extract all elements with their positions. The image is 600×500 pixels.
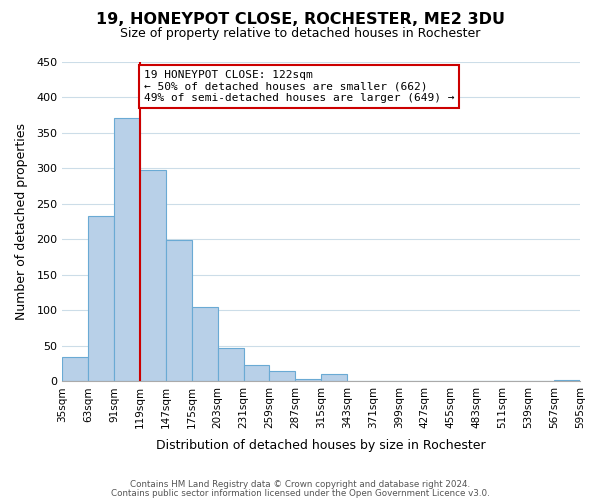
Text: 19, HONEYPOT CLOSE, ROCHESTER, ME2 3DU: 19, HONEYPOT CLOSE, ROCHESTER, ME2 3DU — [95, 12, 505, 28]
Bar — [321, 374, 347, 382]
Y-axis label: Number of detached properties: Number of detached properties — [15, 123, 28, 320]
Bar — [269, 370, 295, 382]
Text: Contains public sector information licensed under the Open Government Licence v3: Contains public sector information licen… — [110, 488, 490, 498]
Bar — [192, 307, 218, 382]
Bar — [166, 240, 192, 382]
Bar — [218, 348, 244, 382]
Text: Contains HM Land Registry data © Crown copyright and database right 2024.: Contains HM Land Registry data © Crown c… — [130, 480, 470, 489]
Text: 19 HONEYPOT CLOSE: 122sqm
← 50% of detached houses are smaller (662)
49% of semi: 19 HONEYPOT CLOSE: 122sqm ← 50% of detac… — [144, 70, 454, 103]
Bar — [88, 216, 114, 382]
Bar — [347, 380, 373, 382]
X-axis label: Distribution of detached houses by size in Rochester: Distribution of detached houses by size … — [157, 440, 486, 452]
Bar — [62, 356, 88, 382]
Bar — [554, 380, 580, 382]
Bar — [295, 380, 321, 382]
Bar — [114, 118, 140, 382]
Text: Size of property relative to detached houses in Rochester: Size of property relative to detached ho… — [120, 28, 480, 40]
Bar — [140, 170, 166, 382]
Bar — [244, 365, 269, 382]
